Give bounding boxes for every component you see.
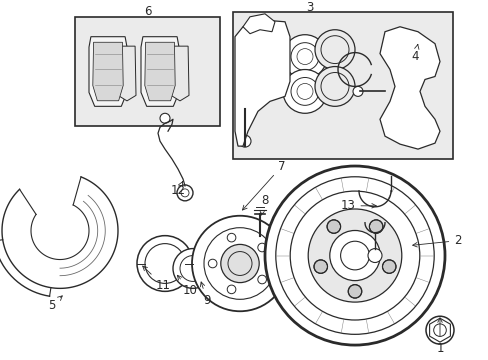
Circle shape [314,67,354,106]
Text: 13: 13 [340,199,376,212]
Circle shape [264,166,444,345]
Bar [75,17,220,126]
Circle shape [368,220,382,233]
Polygon shape [235,20,289,146]
Circle shape [283,35,326,78]
Circle shape [192,216,287,311]
Text: 10: 10 [177,275,197,297]
Text: 4: 4 [410,44,418,63]
Text: 3: 3 [305,1,313,14]
Text: 11: 11 [142,266,170,292]
Circle shape [198,258,225,287]
Circle shape [307,209,401,302]
Circle shape [283,69,326,113]
Circle shape [347,285,361,298]
Circle shape [329,230,380,280]
Circle shape [221,244,259,283]
Circle shape [239,135,250,147]
Text: 7: 7 [242,159,285,210]
Polygon shape [141,37,179,106]
Text: 9: 9 [200,282,210,307]
Circle shape [367,249,381,262]
Circle shape [382,260,395,273]
Circle shape [352,86,362,96]
Polygon shape [171,46,189,101]
Text: 5: 5 [48,296,62,312]
Circle shape [425,316,453,344]
Circle shape [326,220,340,233]
Polygon shape [93,42,123,101]
Polygon shape [379,27,439,149]
Circle shape [314,30,354,69]
Polygon shape [144,42,175,101]
Circle shape [173,249,213,288]
Circle shape [137,236,193,291]
Polygon shape [89,37,127,106]
Text: 2: 2 [412,234,461,247]
Circle shape [177,185,193,201]
Circle shape [239,103,250,115]
Text: 12: 12 [170,181,185,197]
Text: 1: 1 [435,318,443,355]
Bar [232,12,452,159]
Text: 8: 8 [260,194,268,215]
Polygon shape [118,46,136,101]
Text: 6: 6 [144,5,151,18]
Polygon shape [243,14,274,34]
Circle shape [313,260,327,273]
Circle shape [160,113,170,123]
